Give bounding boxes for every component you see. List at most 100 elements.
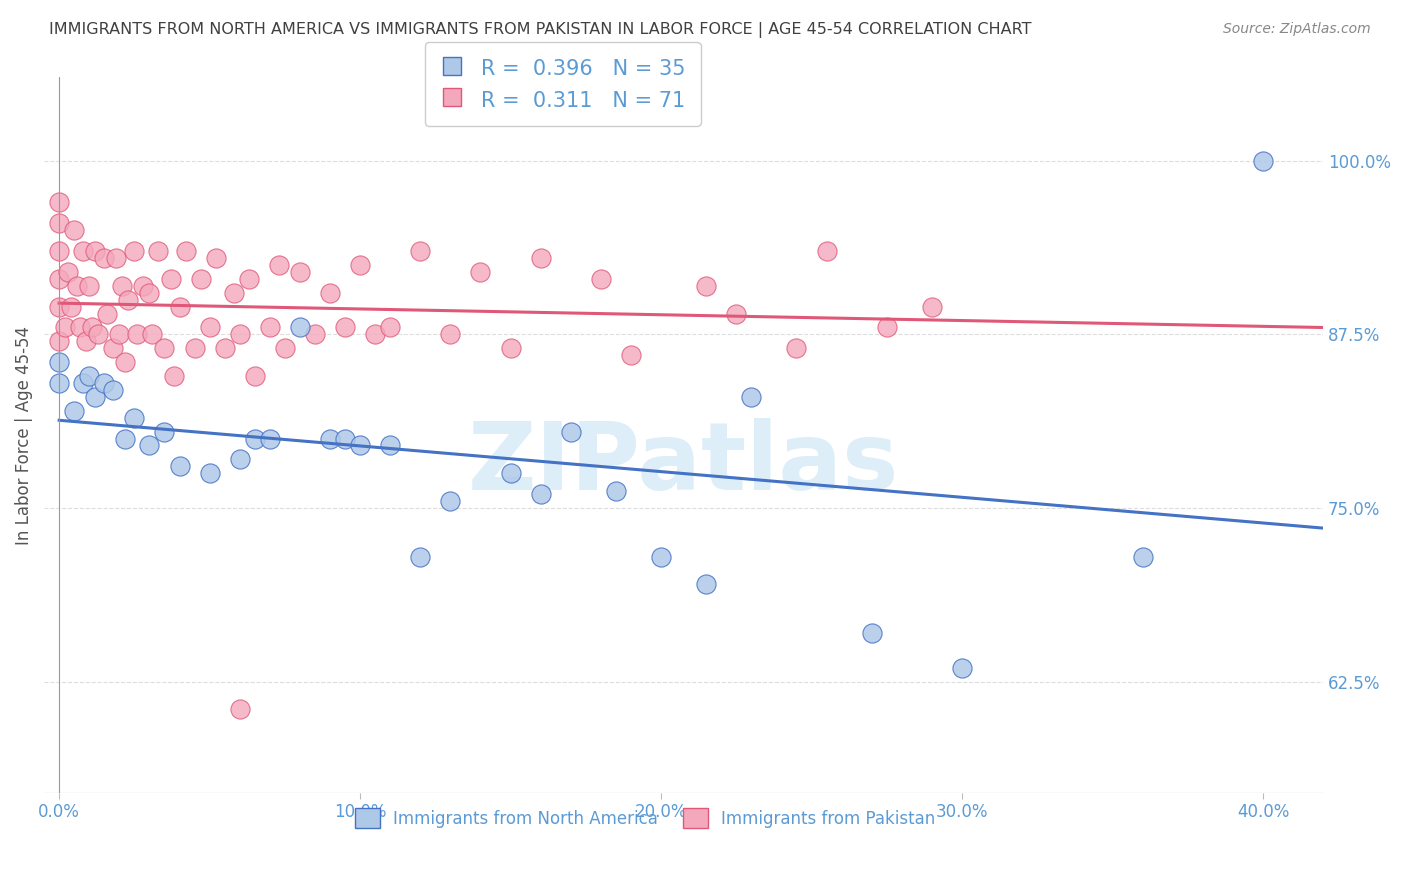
Point (82, 320, 104, 334)
Point (259, 320, 281, 334)
Point (69, 320, 91, 334)
Point (105, 251, 128, 265)
Point (785, 341, 807, 355)
Point (319, 285, 342, 300)
Point (1251, 153, 1274, 168)
Point (650, 549, 672, 564)
Point (605, 484, 627, 499)
Point (695, 278, 717, 293)
Point (304, 327, 326, 342)
Point (63, 403, 86, 417)
Point (740, 390, 762, 404)
Point (138, 438, 160, 452)
Point (204, 251, 226, 265)
Point (364, 327, 387, 342)
Point (439, 494, 461, 508)
Point (214, 341, 236, 355)
Point (319, 432, 342, 446)
Point (380, 438, 402, 452)
Point (117, 293, 139, 307)
Point (169, 459, 191, 474)
Point (127, 327, 149, 342)
Point (77, 369, 100, 384)
Point (48, 195, 70, 210)
Point (84, 244, 107, 258)
Point (267, 258, 290, 272)
Point (288, 320, 311, 334)
Point (439, 327, 461, 342)
Point (153, 425, 176, 439)
Point (148, 244, 170, 258)
Point (530, 251, 553, 265)
Point (229, 702, 252, 716)
Point (815, 244, 838, 258)
Point (108, 327, 131, 342)
Point (499, 341, 522, 355)
Point (141, 327, 163, 342)
Point (77, 278, 100, 293)
Point (48, 216, 70, 230)
Point (48, 334, 70, 349)
Point (114, 432, 136, 446)
Point (530, 487, 553, 501)
Point (349, 258, 371, 272)
Point (93, 251, 115, 265)
Point (111, 278, 134, 293)
Point (198, 467, 221, 481)
Point (63, 223, 86, 237)
Point (1132, 549, 1154, 564)
Point (333, 432, 356, 446)
Point (589, 272, 612, 286)
Point (124, 410, 146, 425)
Point (132, 278, 155, 293)
Point (162, 369, 184, 384)
Point (124, 244, 146, 258)
Point (620, 348, 643, 362)
Point (84, 390, 107, 404)
Point (921, 300, 943, 314)
Point (349, 438, 371, 452)
Point (56, 265, 79, 279)
Point (153, 341, 176, 355)
Point (60, 300, 83, 314)
Point (409, 549, 432, 564)
Point (409, 244, 432, 258)
Point (48, 272, 70, 286)
Point (72, 376, 94, 390)
Point (725, 306, 748, 320)
Point (229, 452, 252, 467)
Point (48, 355, 70, 369)
Point (48, 244, 70, 258)
Point (138, 285, 160, 300)
Point (470, 265, 492, 279)
Legend: Immigrants from North America, Immigrants from Pakistan: Immigrants from North America, Immigrant… (349, 802, 942, 834)
Point (159, 272, 181, 286)
Point (499, 467, 522, 481)
Y-axis label: In Labor Force | Age 45-54: In Labor Force | Age 45-54 (15, 326, 32, 544)
Point (229, 327, 252, 342)
Point (72, 244, 94, 258)
Point (183, 341, 205, 355)
Point (174, 244, 197, 258)
Point (93, 376, 115, 390)
Point (48, 376, 70, 390)
Point (66, 278, 89, 293)
Point (238, 272, 260, 286)
Point (190, 272, 212, 286)
Point (333, 320, 356, 334)
Point (198, 320, 221, 334)
Point (243, 432, 266, 446)
Point (950, 661, 973, 675)
Point (53, 320, 76, 334)
Text: ZIPatlas: ZIPatlas (468, 417, 900, 509)
Point (288, 265, 311, 279)
Point (274, 341, 297, 355)
Point (103, 341, 125, 355)
Point (75, 334, 97, 349)
Point (380, 320, 402, 334)
Point (103, 383, 125, 397)
Point (169, 300, 191, 314)
Text: IMMIGRANTS FROM NORTH AMERICA VS IMMIGRANTS FROM PAKISTAN IN LABOR FORCE | AGE 4: IMMIGRANTS FROM NORTH AMERICA VS IMMIGRA… (49, 22, 1032, 38)
Point (259, 432, 281, 446)
Point (114, 355, 136, 369)
